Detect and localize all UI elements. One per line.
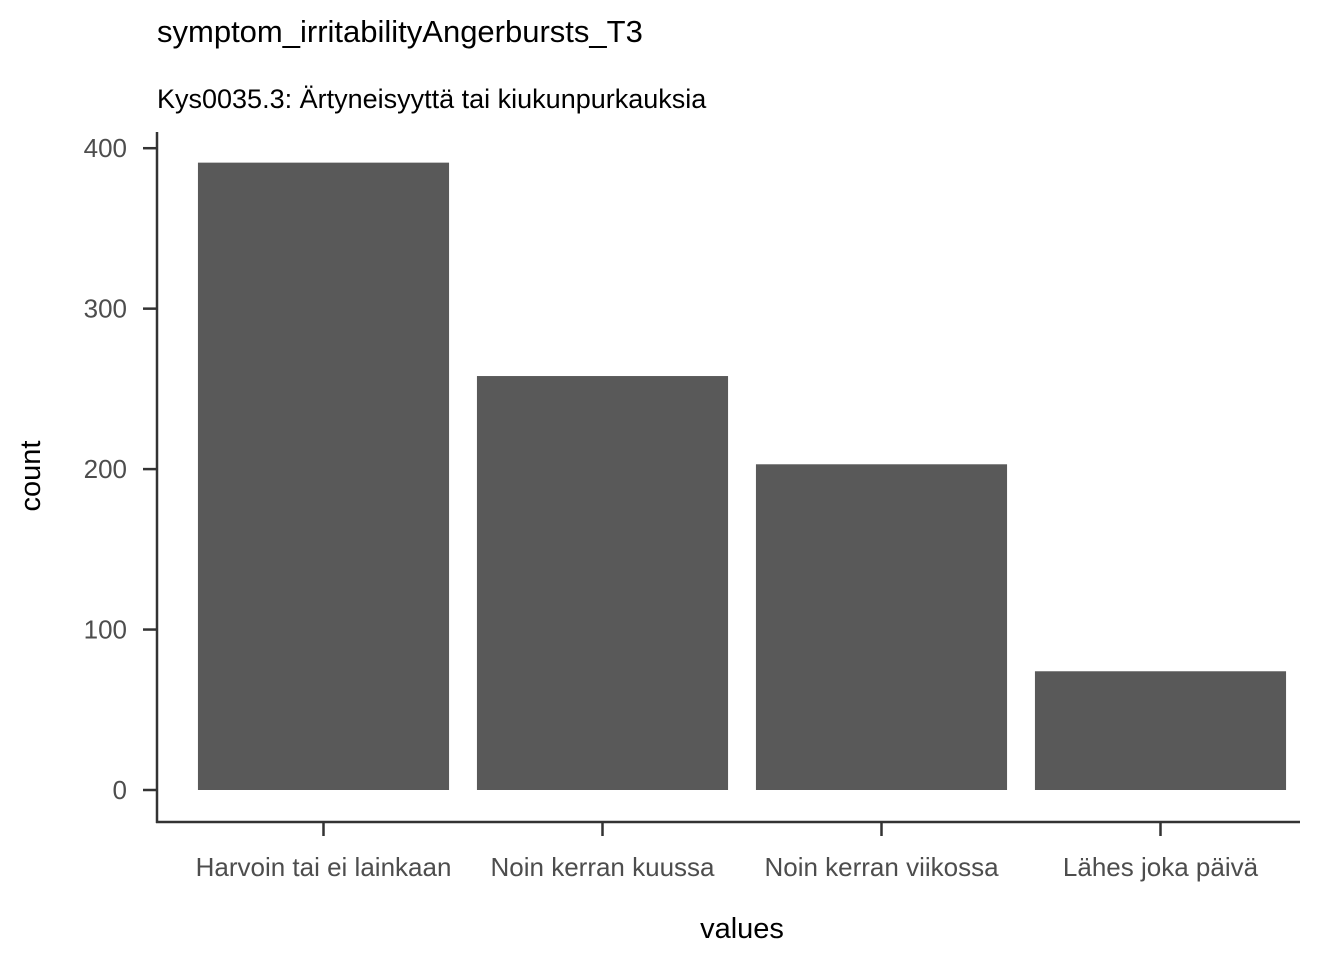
y-tick-label-2: 200 — [84, 454, 127, 484]
bar-1 — [476, 376, 729, 790]
y-tick-label-3: 300 — [84, 294, 127, 324]
bar-3 — [1034, 671, 1287, 790]
y-tick-label-4: 400 — [84, 133, 127, 163]
x-tick-label-1: Noin kerran kuussa — [491, 852, 716, 882]
x-tick-label-2: Noin kerran viikossa — [764, 852, 999, 882]
x-tick-label-0: Harvoin tai ei lainkaan — [196, 852, 452, 882]
bar-2 — [755, 464, 1008, 790]
bar-0 — [197, 162, 450, 790]
chart-title: symptom_irritabilityAngerbursts_T3 — [157, 14, 643, 49]
y-axis-title: count — [15, 441, 47, 512]
x-axis-title: values — [700, 913, 784, 945]
y-tick-label-0: 0 — [113, 775, 127, 805]
y-tick-label-1: 100 — [84, 615, 127, 645]
x-tick-label-3: Lähes joka päivä — [1063, 852, 1259, 882]
chart-subtitle: Kys0035.3: Ärtyneisyyttä tai kiukunpurka… — [157, 84, 707, 114]
